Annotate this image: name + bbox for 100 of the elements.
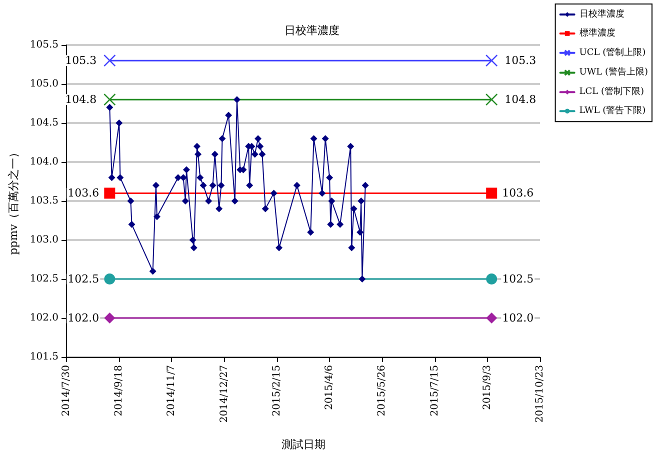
point	[486, 188, 498, 199]
y-tick-label: 104.5	[30, 118, 59, 128]
point	[270, 190, 278, 197]
point	[182, 198, 189, 204]
point	[258, 150, 266, 158]
point	[350, 205, 358, 212]
point	[106, 104, 114, 111]
point	[362, 182, 369, 189]
data-label: 104.8	[65, 93, 97, 106]
point	[310, 135, 318, 142]
point	[190, 244, 198, 252]
point	[193, 142, 200, 150]
legend-label: UCL (管制上限)	[579, 46, 646, 58]
legend-label: LCL (管制下限)	[579, 86, 644, 98]
point	[182, 166, 190, 174]
y-tick-label: 101.5	[30, 352, 59, 362]
legend-label: UWL (警告上限)	[579, 66, 648, 78]
y-tick-label: 103.5	[30, 196, 59, 206]
point	[104, 274, 116, 284]
point	[358, 198, 365, 204]
point	[200, 182, 207, 189]
y-tick-label: 105.5	[30, 40, 59, 50]
data-label: 103.6	[68, 186, 100, 200]
x-tick-label: 2015/7/15	[429, 365, 440, 416]
y-axis-title: ppmv（百萬分之一）	[7, 147, 20, 255]
point	[218, 182, 225, 189]
point	[246, 182, 254, 189]
point	[254, 135, 262, 142]
point	[104, 188, 116, 199]
point	[104, 312, 116, 324]
point	[209, 182, 216, 189]
y-tick-label: 103.0	[30, 234, 59, 246]
point	[485, 93, 498, 106]
point	[348, 244, 356, 252]
y-tick-label: 104.0	[30, 156, 59, 168]
legend-label: 日校準濃度	[579, 8, 624, 20]
point	[328, 198, 336, 204]
y-tick-label: 102.0	[30, 312, 59, 324]
y-tick-label: 102.5	[30, 274, 59, 284]
x-tick-label: 2015/4/6	[324, 365, 336, 410]
x-tick-label: 2014/12/27	[218, 365, 230, 423]
point	[327, 220, 334, 228]
point	[194, 150, 202, 158]
data-label: 102.5	[68, 272, 100, 286]
point	[318, 190, 326, 197]
chart-title: 日校準濃度	[284, 24, 340, 37]
data-label: 105.3	[65, 54, 97, 68]
point	[276, 244, 283, 252]
point	[189, 236, 196, 244]
point	[347, 142, 354, 150]
x-tick-label: 2015/2/15	[271, 365, 282, 416]
point	[127, 198, 134, 204]
x-tick-label: 2015/9/3	[482, 365, 493, 410]
point	[486, 274, 498, 284]
x-tick-label: 2014/11/7	[166, 365, 178, 416]
data-label: 105.3	[504, 54, 536, 68]
x-tick-label: 2014/7/30	[61, 365, 72, 416]
point	[326, 174, 334, 182]
point	[251, 150, 258, 158]
point	[154, 213, 161, 220]
point	[211, 150, 218, 158]
point	[104, 93, 116, 106]
x-tick-label: 2015/5/26	[376, 365, 388, 416]
point	[152, 182, 160, 189]
point	[231, 198, 238, 204]
point	[225, 112, 232, 119]
point	[180, 174, 187, 182]
legend-label: LWL (警告下限)	[579, 105, 646, 116]
point	[128, 220, 136, 228]
point	[256, 142, 264, 150]
point	[205, 198, 212, 204]
point	[116, 120, 123, 126]
point	[216, 205, 223, 212]
y-tick-label: 105.0	[30, 78, 59, 90]
x-tick-label: 2014/9/18	[114, 365, 125, 416]
point	[293, 182, 300, 189]
point	[218, 135, 226, 142]
x-axis-title: 測試日期	[281, 438, 326, 451]
point	[174, 174, 182, 182]
point	[149, 268, 156, 275]
x-tick-label: 2015/10/23	[534, 365, 546, 423]
point	[358, 276, 366, 282]
legend-label: 標準濃度	[579, 28, 616, 38]
data-label: 102.5	[502, 272, 534, 286]
point	[116, 174, 124, 182]
point	[307, 228, 314, 236]
point	[336, 220, 344, 228]
data-label: 104.8	[504, 93, 536, 106]
data-label: 103.6	[502, 186, 534, 200]
point	[322, 135, 329, 142]
data-label: 102.0	[68, 312, 100, 324]
point	[196, 174, 204, 182]
point	[104, 54, 116, 67]
point	[233, 96, 240, 104]
point	[485, 54, 498, 67]
point	[356, 228, 364, 236]
point	[108, 174, 116, 182]
point	[486, 312, 498, 324]
data-label: 102.0	[502, 312, 534, 324]
point	[262, 205, 269, 212]
